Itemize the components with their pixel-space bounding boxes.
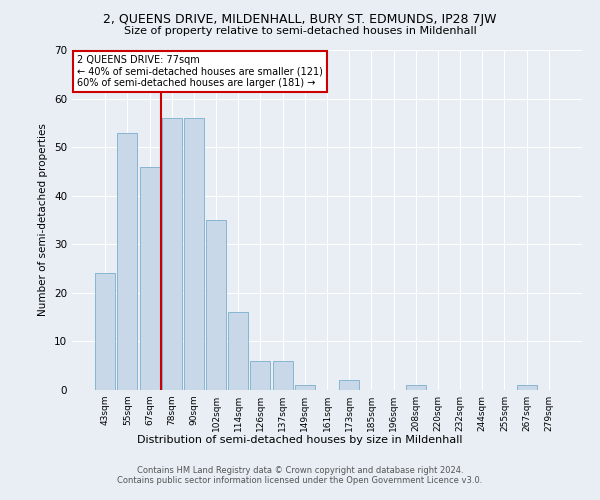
Bar bbox=[228, 312, 248, 390]
Bar bbox=[339, 380, 359, 390]
Bar bbox=[162, 118, 182, 390]
Text: 2 QUEENS DRIVE: 77sqm
← 40% of semi-detached houses are smaller (121)
60% of sem: 2 QUEENS DRIVE: 77sqm ← 40% of semi-deta… bbox=[77, 55, 323, 88]
Bar bbox=[272, 361, 293, 390]
Bar bbox=[140, 166, 160, 390]
Y-axis label: Number of semi-detached properties: Number of semi-detached properties bbox=[38, 124, 49, 316]
Text: Distribution of semi-detached houses by size in Mildenhall: Distribution of semi-detached houses by … bbox=[137, 435, 463, 445]
Bar bbox=[250, 361, 271, 390]
Text: Contains HM Land Registry data © Crown copyright and database right 2024.
Contai: Contains HM Land Registry data © Crown c… bbox=[118, 466, 482, 485]
Bar bbox=[95, 274, 115, 390]
Bar bbox=[118, 132, 137, 390]
Bar bbox=[295, 385, 315, 390]
Bar bbox=[517, 385, 536, 390]
Bar bbox=[406, 385, 426, 390]
Text: 2, QUEENS DRIVE, MILDENHALL, BURY ST. EDMUNDS, IP28 7JW: 2, QUEENS DRIVE, MILDENHALL, BURY ST. ED… bbox=[103, 12, 497, 26]
Bar bbox=[206, 220, 226, 390]
Bar bbox=[184, 118, 204, 390]
Text: Size of property relative to semi-detached houses in Mildenhall: Size of property relative to semi-detach… bbox=[124, 26, 476, 36]
